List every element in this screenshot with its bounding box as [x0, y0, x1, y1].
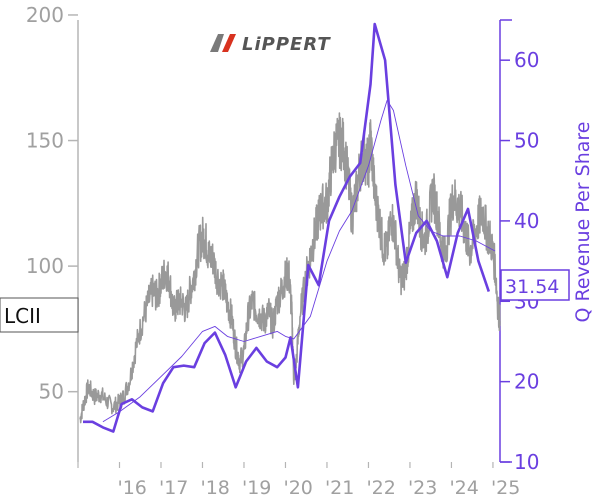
last-value-box: [500, 269, 570, 301]
left-tick-label: 50: [39, 380, 64, 404]
left-tick-label: 200: [26, 3, 64, 27]
x-tick-label: '16: [117, 477, 146, 499]
company-logo: LiPPERT: [210, 34, 331, 55]
last-value-label: 31.54: [500, 269, 570, 301]
x-tick-label: '17: [159, 477, 188, 499]
x-axis: '16 '17 '18 '19 '20 '21 '22 '23 '24 '25: [77, 462, 520, 499]
logo-mark-red: [222, 34, 236, 52]
right-tick-label: 20: [514, 370, 539, 394]
x-tick-label: '20: [283, 477, 312, 499]
right-tick-label: 60: [514, 48, 539, 72]
x-tick-label: '23: [408, 477, 437, 499]
ticker-label-box: [0, 297, 79, 333]
right-tick-label: 10: [514, 450, 539, 474]
price-line: [79, 112, 501, 424]
left-tick-label: 150: [26, 129, 64, 153]
x-tick-label: '22: [366, 477, 395, 499]
x-tick-label: '19: [242, 477, 271, 499]
ticker-label: LCII: [0, 297, 79, 333]
x-tick-label: '25: [491, 477, 520, 499]
right-tick-label: 40: [514, 209, 539, 233]
right-tick-label: 50: [514, 129, 539, 153]
last-value-text: 31.54: [505, 276, 559, 298]
ticker-label-text: LCII: [4, 304, 41, 328]
left-y-axis: 50 100 150 200: [26, 3, 79, 462]
logo-mark-gray: [210, 34, 224, 52]
logo-text: LiPPERT: [242, 34, 331, 55]
x-tick-label: '24: [449, 477, 478, 499]
left-tick-label: 100: [26, 254, 64, 278]
right-axis-title: Q Revenue Per Share: [572, 122, 594, 323]
series-layer: [79, 22, 501, 433]
revenue-line: [83, 22, 491, 433]
x-tick-label: '18: [200, 477, 229, 499]
x-tick-label: '21: [325, 477, 354, 499]
